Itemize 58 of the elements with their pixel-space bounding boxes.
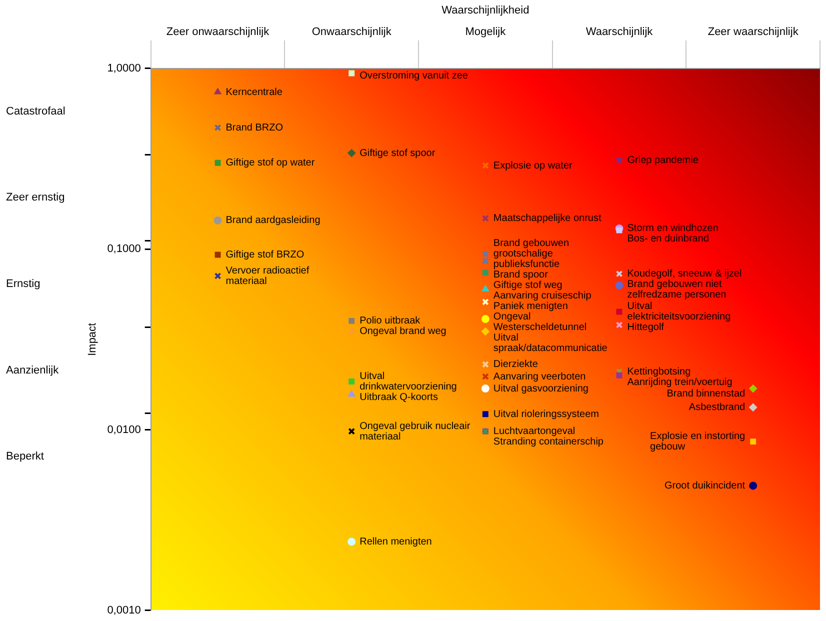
series-label: Giftige stof spoor <box>360 148 436 159</box>
series-label: Luchtvaartongeval <box>493 426 576 438</box>
series-label: Dierziekte <box>493 359 538 370</box>
series-label: Brand BRZO <box>226 122 284 134</box>
y-axis-title: Impact <box>86 322 99 356</box>
y-tick-label: 0,1000 <box>107 243 141 256</box>
x-tick-label: Zeer waarschijnlijk <box>708 26 799 38</box>
series-label: Giftige stof op water <box>226 158 316 169</box>
series-label: Brand spoor <box>493 270 549 281</box>
text: Catastrofaal <box>6 106 66 118</box>
series-label: Uitval drinkwatervoorziening <box>360 370 457 392</box>
series-label: Uitbraak Q-koorts <box>360 392 438 403</box>
text: Aanzienlijk <box>6 364 60 376</box>
series-label: Giftige stof weg <box>493 280 562 292</box>
series-label: Explosie en instorting gebouw <box>650 431 746 453</box>
series-label: Aanvaring veerboten <box>493 371 586 382</box>
series-label: Groot duikincident <box>664 480 746 492</box>
series-label: Asbestbrand <box>688 402 746 414</box>
x-tick-label: Mogelijk <box>465 26 506 38</box>
series-label: Ongeval Westerscheldetunnel <box>493 312 587 334</box>
series-label: Uitval spraak/datacommunicatie <box>493 332 608 354</box>
series-label: Brand gebouwen niet zelfredzame personen <box>627 279 726 301</box>
series-label: Griep pandemie <box>627 155 699 166</box>
series-label: Koudegolf, sneeuw & ijzel <box>627 268 742 280</box>
y-tick-label: 0,0100 <box>107 424 141 436</box>
series-label: Aanrijding trein/voertuig <box>627 376 732 388</box>
series-label: Overstroming vanuit zee <box>360 70 468 82</box>
series-label: Bos- en duinbrand <box>627 234 709 245</box>
series-label: Storm en windhozen <box>627 223 718 234</box>
x-tick-label: Onwaarschijnlijk <box>312 26 392 38</box>
series-label: Kettingbotsing <box>627 366 691 378</box>
series-label: Kerncentrale <box>226 86 283 98</box>
text: Ernstig <box>6 278 40 290</box>
series-label: Aanvaring cruiseschip <box>493 290 592 302</box>
series-label: Explosie op water <box>493 160 574 172</box>
series-label: Polio uitbraak <box>360 316 422 327</box>
series-label: Stranding containerschip <box>493 436 604 448</box>
series-label: Uitval gasvoorziening <box>493 383 588 394</box>
series-label: Uitval rioleringssysteem <box>493 408 600 420</box>
x-tick-label: Waarschijnlijk <box>586 26 654 38</box>
series-label: Rellen menigten <box>360 536 432 548</box>
x-tick-label: Zeer onwaarschijnlijk <box>166 26 270 38</box>
series-label: Uitval elektriciteitsvoorziening <box>627 301 731 323</box>
text: Zeer ernstig <box>6 192 65 204</box>
series-label: Ongeval gebruik nucleair materiaal <box>360 420 471 442</box>
series-label: Vervoer radioactief materiaal <box>226 265 310 287</box>
text: Beperkt <box>6 450 44 463</box>
series-label: Maatschappelijke onrust <box>493 213 602 224</box>
y-tick-label: 1,0000 <box>107 62 141 74</box>
y-tick-label: 0,0010 <box>107 604 141 616</box>
series-label: Giftige stof BRZO <box>226 250 304 261</box>
series-label: Brand aardgasleiding <box>226 215 320 226</box>
series-label: Brand gebouwen grootschalige publieksfunctie <box>493 238 570 270</box>
series-label: Brand binnenstad <box>666 388 746 400</box>
x-axis-title: Waarschijnlijkheid <box>442 4 530 17</box>
series-label: Paniek menigten <box>493 301 568 312</box>
series-label: Ongeval brand weg <box>360 326 446 338</box>
series-label: Hittegolf <box>627 322 664 334</box>
